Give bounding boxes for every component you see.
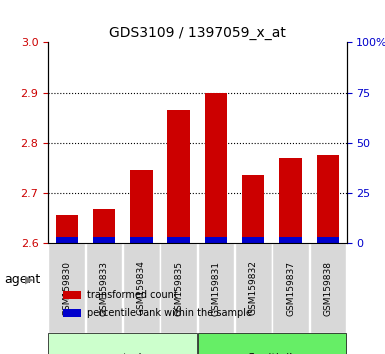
- Bar: [205, 93, 227, 243]
- Bar: [316, 155, 339, 243]
- Bar: [93, 209, 115, 243]
- Bar: [63, 309, 81, 317]
- Bar: [242, 175, 264, 243]
- Text: ▶: ▶: [25, 275, 33, 285]
- Bar: [93, 237, 115, 243]
- Bar: [55, 215, 78, 243]
- Bar: [130, 237, 152, 243]
- Bar: [167, 110, 190, 243]
- Text: agent: agent: [4, 273, 40, 286]
- Bar: [316, 237, 339, 243]
- Bar: [280, 237, 302, 243]
- Bar: [130, 170, 152, 243]
- Title: GDS3109 / 1397059_x_at: GDS3109 / 1397059_x_at: [109, 26, 286, 40]
- Bar: [280, 158, 302, 243]
- Text: transformed count: transformed count: [87, 290, 177, 300]
- Bar: [205, 237, 227, 243]
- Bar: [55, 237, 78, 243]
- Bar: [167, 237, 190, 243]
- Text: percentile rank within the sample: percentile rank within the sample: [87, 308, 252, 318]
- Bar: [63, 291, 81, 299]
- Bar: [242, 237, 264, 243]
